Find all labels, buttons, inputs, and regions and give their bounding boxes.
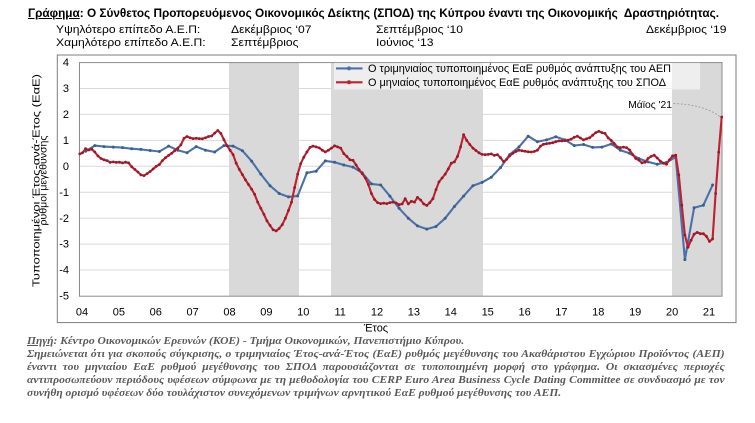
svg-text:Έτος: Έτος: [363, 323, 388, 335]
svg-text:05: 05: [113, 306, 125, 318]
svg-text:15: 15: [482, 306, 494, 318]
svg-text:18: 18: [592, 306, 604, 318]
svg-text:06: 06: [150, 306, 162, 318]
svg-text:0: 0: [63, 161, 69, 173]
svg-text:09: 09: [260, 306, 272, 318]
svg-text:3: 3: [63, 83, 69, 95]
svg-text:-5: -5: [59, 291, 69, 303]
svg-text:21: 21: [703, 306, 715, 318]
svg-text:11: 11: [334, 306, 345, 318]
svg-text:13: 13: [408, 306, 420, 318]
svg-text:-1: -1: [59, 187, 69, 199]
svg-text:04: 04: [76, 306, 88, 318]
svg-text:16: 16: [518, 306, 530, 318]
svg-text:17: 17: [555, 306, 567, 318]
svg-text:4: 4: [63, 57, 69, 69]
svg-text:ρυθμοί μεγέθυνσης: ρυθμοί μεγέθυνσης: [38, 136, 50, 226]
svg-text:-4: -4: [59, 265, 69, 277]
svg-text:20: 20: [666, 306, 678, 318]
svg-text:14: 14: [445, 306, 457, 318]
svg-text:Τυποποιημένοι Έτος-ανά-Έτος (Ε: Τυποποιημένοι Έτος-ανά-Έτος (ΕαΕ): [31, 74, 43, 287]
svg-text:Ο τριμηνιαίος τυποποιημένος Εα: Ο τριμηνιαίος τυποποιημένος ΕαΕ ρυθμός α…: [368, 63, 671, 75]
svg-text:12: 12: [371, 306, 383, 318]
svg-text:10: 10: [297, 306, 309, 318]
svg-text:-2: -2: [59, 213, 69, 225]
svg-text:07: 07: [186, 306, 198, 318]
svg-text:Ο μηνιαίος τυποποιημένος ΕαΕ ρ: Ο μηνιαίος τυποποιημένος ΕαΕ ρυθμός ανάπ…: [368, 77, 667, 89]
svg-text:-3: -3: [59, 239, 69, 251]
svg-text:Μάϊος '21: Μάϊος '21: [628, 99, 672, 111]
svg-text:2: 2: [63, 109, 69, 121]
svg-text:1: 1: [63, 135, 69, 147]
svg-text:19: 19: [629, 306, 641, 318]
svg-text:08: 08: [223, 306, 235, 318]
